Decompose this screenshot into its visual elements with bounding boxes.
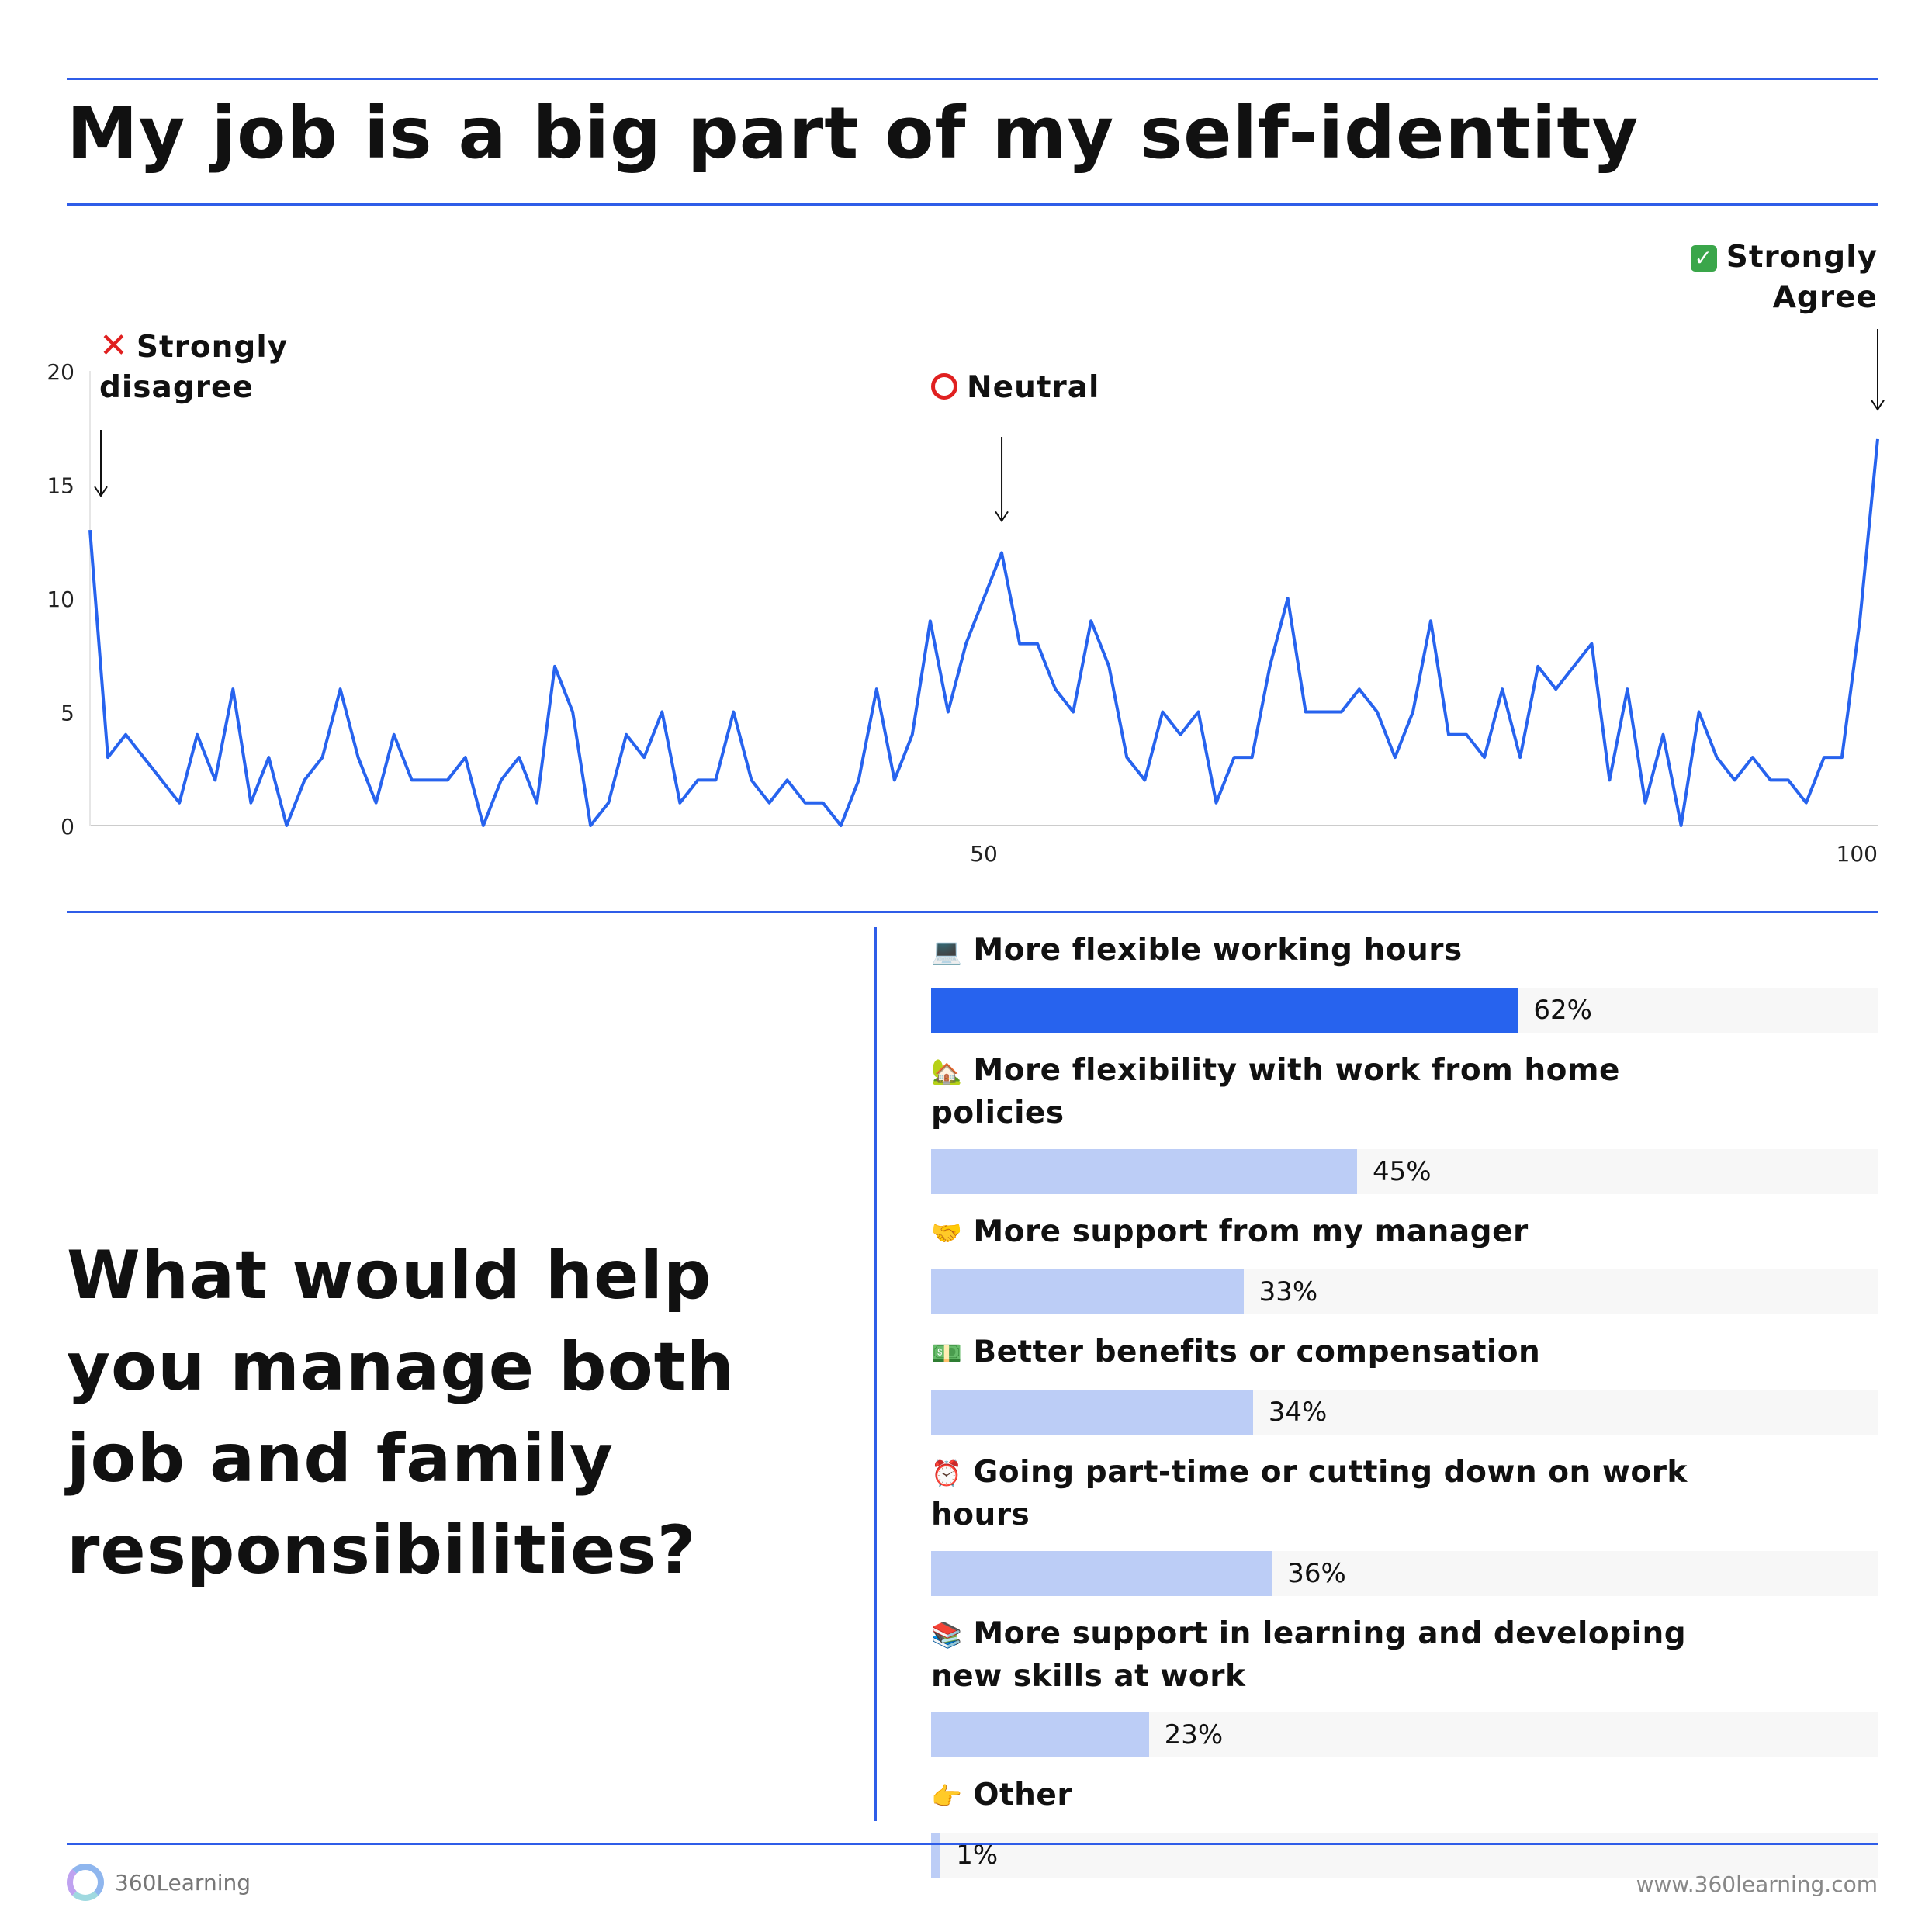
y-tick-label: 15: [47, 473, 74, 499]
question-heading: What would help you manage both job and …: [67, 1237, 736, 1589]
bar-value-label: 62%: [1533, 995, 1592, 1026]
bar-value-label: 23%: [1164, 1719, 1224, 1750]
chart-title: My job is a big part of my self-identity: [67, 92, 1639, 175]
series-line: [88, 438, 1879, 827]
annotation-strongly-agree-line1: Strongly: [1726, 240, 1878, 275]
bar-track: 45%: [931, 1149, 1878, 1194]
bar-option: 🏡 More flexibility with work from home po…: [931, 1050, 1878, 1194]
bar-track: 34%: [931, 1390, 1878, 1435]
bar-label: 🤝 More support from my manager: [931, 1211, 1707, 1254]
bar-label-text: More flexibility with work from home pol…: [931, 1053, 1620, 1130]
bar-fill: [931, 988, 1518, 1033]
y-tick-label: 5: [61, 701, 74, 726]
bar-label: 💻 More flexible working hours: [931, 930, 1707, 972]
brand-logo: 360Learning: [67, 1864, 251, 1901]
annotation-neutral-label: Neutral: [967, 370, 1100, 405]
bar-label: 👉 Other: [931, 1774, 1707, 1817]
annotation-neutral: Neutral: [931, 368, 1099, 408]
circle-mark-icon: [931, 373, 957, 400]
bar-chart: 💻 More flexible working hours 62% 🏡 More fle…: [931, 930, 1878, 1895]
arrow-neutral-head: [995, 511, 1009, 523]
bar-fill: [931, 1390, 1253, 1435]
bar-label: 🏡 More flexibility with work from home po…: [931, 1050, 1707, 1134]
annotation-strongly-agree-line2: Agree: [1772, 280, 1878, 315]
bar-value-label: 1%: [956, 1840, 999, 1871]
annotation-strongly-agree: ✓ Strongly Agree: [1690, 237, 1878, 318]
arrow-strongly-agree-head: [1871, 400, 1885, 411]
footer-url: www.360learning.com: [1636, 1871, 1878, 1897]
x-tick-label: 100: [1837, 841, 1878, 867]
bar-label: 📚 More support in learning and developing…: [931, 1613, 1707, 1697]
annotation-strongly-disagree-line1: Strongly: [136, 330, 289, 365]
bar-track: 23%: [931, 1712, 1878, 1757]
vertical-divider: [874, 927, 877, 1821]
alarm-clock-icon: ⏰: [931, 1459, 963, 1488]
cross-mark-icon: ✕: [99, 326, 129, 365]
x-tick-label: 50: [970, 841, 998, 867]
bar-label-text: Better benefits or compensation: [973, 1335, 1541, 1369]
annotation-strongly-disagree-line2: disagree: [99, 370, 254, 405]
bar-option: 📚 More support in learning and developing…: [931, 1613, 1878, 1757]
bar-option: 💵 Better benefits or compensation 34%: [931, 1331, 1878, 1435]
bar-fill: [931, 1712, 1149, 1757]
annotation-strongly-disagree: ✕ Strongly disagree: [99, 326, 288, 408]
y-tick-label: 20: [47, 359, 74, 385]
money-icon: 💵: [931, 1338, 963, 1368]
books-icon: 📚: [931, 1620, 963, 1650]
bar-fill: [931, 1149, 1357, 1194]
bar-option: 🤝 More support from my manager 33%: [931, 1211, 1878, 1314]
y-tick-label: 0: [61, 814, 74, 840]
bar-value-label: 45%: [1373, 1156, 1432, 1187]
bottom-rule: [67, 1843, 1878, 1845]
top-rule: [67, 78, 1878, 80]
logo-ring-icon: [67, 1864, 104, 1901]
bar-value-label: 34%: [1268, 1397, 1328, 1428]
bar-label-text: More support in learning and developing …: [931, 1616, 1687, 1694]
bar-track: 36%: [931, 1551, 1878, 1596]
bar-label-text: More support from my manager: [973, 1214, 1529, 1249]
bar-fill: [931, 1269, 1244, 1314]
bar-track: 33%: [931, 1269, 1878, 1314]
bar-label-text: More flexible working hours: [973, 933, 1463, 968]
bar-option: 💻 More flexible working hours 62%: [931, 930, 1878, 1033]
title-rule: [67, 203, 1878, 206]
y-tick-label: 10: [47, 587, 74, 612]
laptop-icon: 💻: [931, 937, 963, 966]
bar-value-label: 33%: [1259, 1276, 1318, 1307]
bar-option: ⏰ Going part-time or cutting down on work…: [931, 1452, 1878, 1596]
house-icon: 🏡: [931, 1057, 963, 1086]
bar-option: 👉 Other 1%: [931, 1774, 1878, 1878]
bar-label: ⏰ Going part-time or cutting down on work…: [931, 1452, 1707, 1536]
bar-label-text: Other: [973, 1778, 1073, 1813]
bar-value-label: 36%: [1287, 1558, 1346, 1589]
bar-label: 💵 Better benefits or compensation: [931, 1331, 1707, 1374]
brand-name: 360Learning: [115, 1869, 251, 1896]
arrow-strongly-disagree-head: [94, 486, 108, 497]
handshake-icon: 🤝: [931, 1218, 963, 1248]
bar-fill: [931, 1551, 1272, 1596]
bar-fill: [931, 1833, 941, 1878]
middle-rule: [67, 911, 1878, 913]
bar-label-text: Going part-time or cutting down on work …: [931, 1455, 1688, 1532]
bar-track: 62%: [931, 988, 1878, 1033]
pointing-hand-icon: 👉: [931, 1781, 963, 1811]
line-chart: 0 5 10 15 20 50 100: [47, 329, 1885, 867]
check-mark-icon: ✓: [1690, 245, 1717, 272]
